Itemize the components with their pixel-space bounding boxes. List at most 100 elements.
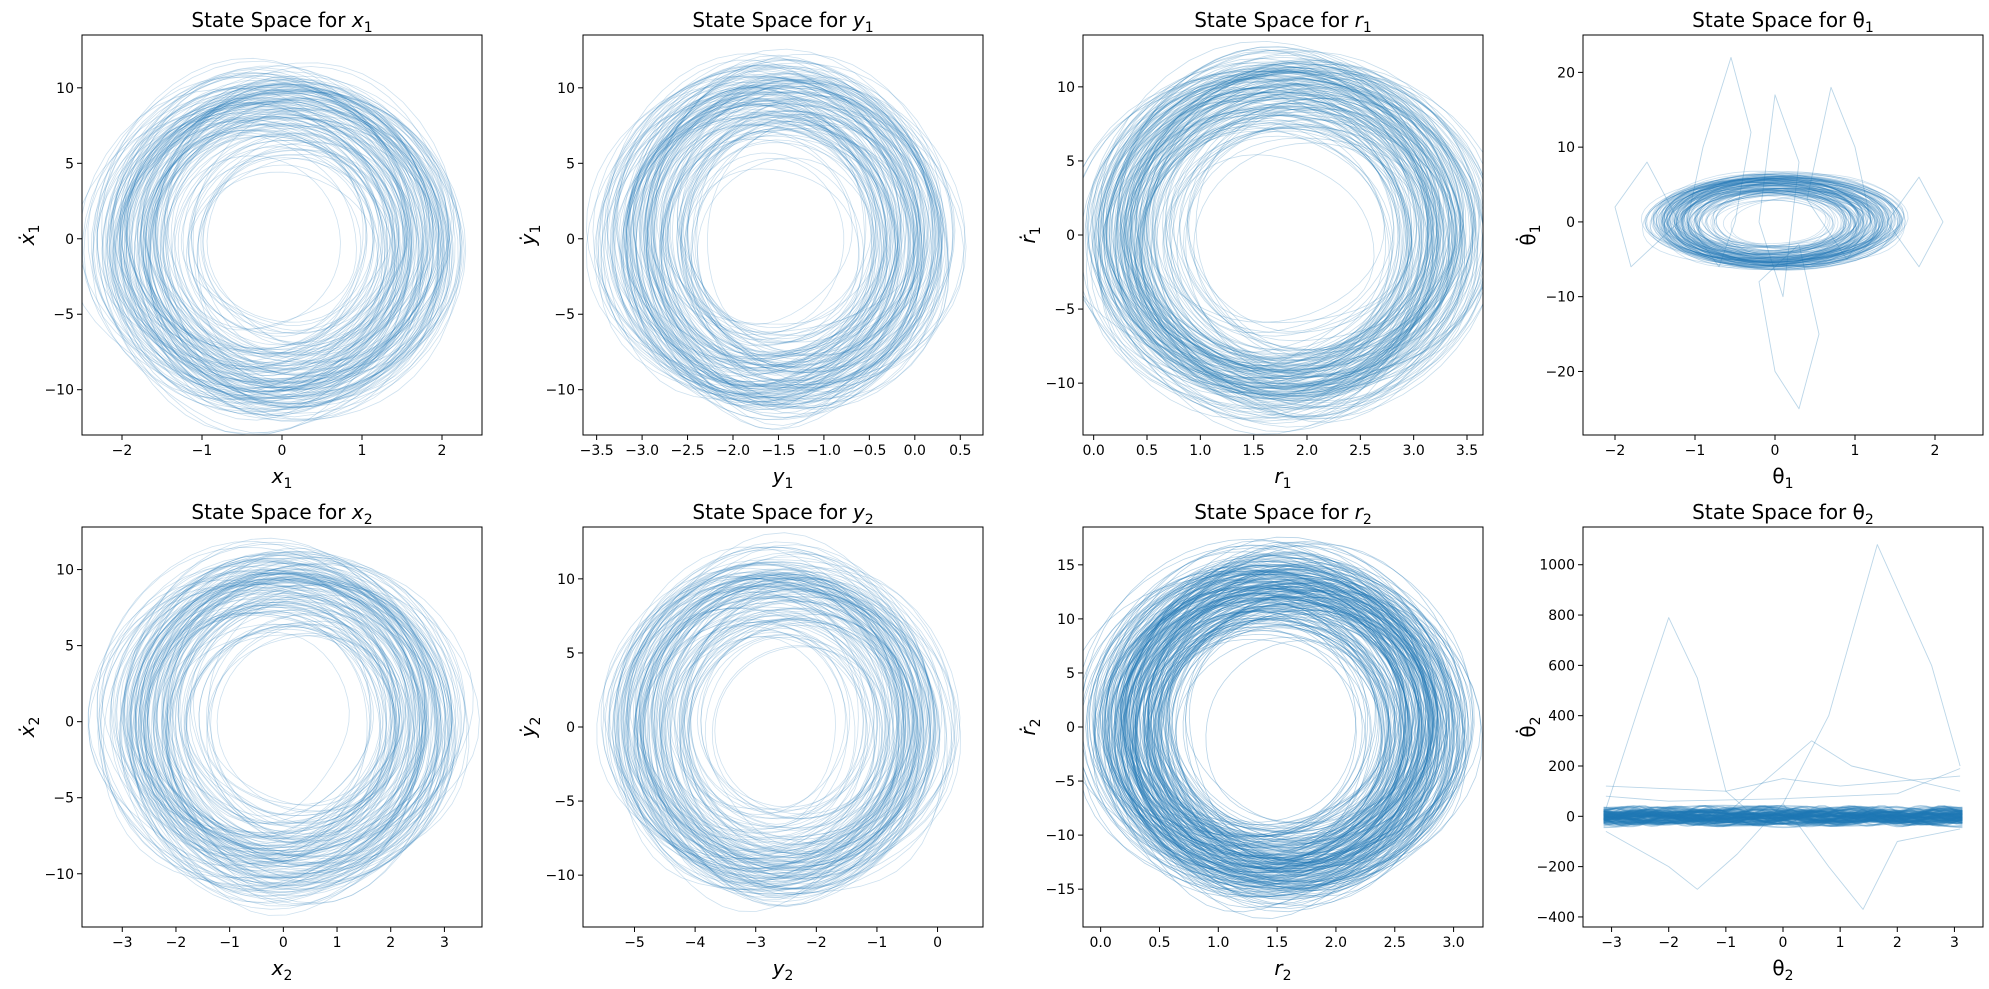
trajectory-orbit <box>129 81 430 400</box>
trajectory-orbit <box>142 116 443 399</box>
trajectory-orbit <box>118 82 407 398</box>
trajectory-orbit <box>166 155 341 330</box>
trajectory-orbit <box>95 89 412 380</box>
trajectory-orbit <box>121 89 448 416</box>
trajectory-orbit <box>140 88 463 398</box>
trajectory-orbit <box>1655 185 1880 264</box>
trajectory-orbit <box>1698 177 1884 267</box>
trajectory-orbit <box>650 95 903 374</box>
trajectory-band <box>1603 804 1963 819</box>
trajectory-orbit <box>655 54 942 399</box>
trajectory-band <box>1603 810 1963 820</box>
trajectory-band <box>1603 810 1963 820</box>
trajectory-orbit <box>165 125 401 357</box>
trajectory-orbit <box>631 103 914 369</box>
trajectory-orbit <box>687 131 860 341</box>
y-tick-label: 0 <box>65 715 74 731</box>
trajectory-orbit <box>665 134 896 358</box>
trajectory-orbit <box>623 100 887 369</box>
trajectory-orbit <box>149 109 443 391</box>
trajectory-orbit <box>185 610 368 824</box>
trajectory-orbit <box>689 618 875 811</box>
trajectory-orbit <box>1176 118 1421 351</box>
trajectory-orbit <box>1710 190 1862 250</box>
trajectory-orbit <box>200 157 393 346</box>
trajectory-orbit <box>1134 565 1444 883</box>
trajectory-orbit <box>634 572 918 869</box>
trajectory-orbit <box>1119 122 1427 364</box>
trajectory-orbit <box>135 612 381 858</box>
x-tick-label: 2.5 <box>1384 935 1406 951</box>
trajectory-orbit <box>1094 66 1429 389</box>
trajectory-orbit <box>646 97 887 360</box>
trajectory-orbit <box>1674 179 1878 268</box>
trajectory-orbit <box>182 133 374 346</box>
trajectory-orbit <box>1663 178 1864 260</box>
trajectory-orbit <box>1102 558 1405 882</box>
trajectory-orbit <box>1642 173 1874 270</box>
trajectory-orbit <box>1121 577 1439 898</box>
trajectory-band <box>1603 812 1963 823</box>
trajectory-orbit <box>1195 103 1418 354</box>
trajectory-orbit <box>148 107 411 356</box>
trajectory-orbit <box>1694 187 1852 256</box>
trajectory-orbit <box>1143 82 1457 388</box>
trajectory-orbit <box>1130 594 1390 857</box>
trajectory-orbit <box>676 600 907 863</box>
trajectory-orbit <box>1125 78 1483 409</box>
trajectory-orbit <box>592 75 915 398</box>
trajectory-orbit <box>1083 564 1427 905</box>
trajectory-band <box>1603 811 1963 819</box>
trajectory-orbit <box>1124 557 1466 872</box>
trajectory-orbit <box>1657 183 1879 261</box>
y-axis-label: ṙ1 <box>1016 226 1044 243</box>
trajectory-band <box>1603 812 1963 823</box>
trajectory-orbit <box>1115 572 1391 884</box>
trajectory-orbit <box>627 564 953 888</box>
trajectory-orbit <box>600 577 917 870</box>
trajectory-orbit <box>1671 188 1857 253</box>
trajectory-orbit <box>595 87 915 394</box>
trajectory-orbit <box>640 63 923 398</box>
trajectory-orbit <box>1114 109 1408 379</box>
trajectory-orbit <box>1087 78 1429 381</box>
trajectory-orbit <box>1154 571 1413 856</box>
trajectory-orbit <box>126 537 416 897</box>
subplot-title: State Space for x2 <box>191 500 372 528</box>
trajectory-orbit <box>1144 587 1390 840</box>
trajectory-orbit <box>1655 170 1876 269</box>
trajectory-orbit <box>109 79 423 412</box>
trajectory-orbit <box>1151 95 1423 372</box>
trajectory-orbit <box>633 573 931 906</box>
y-tick-label: 15 <box>1057 558 1075 574</box>
trajectory-orbit <box>138 612 381 845</box>
trajectory-orbit <box>1124 592 1405 862</box>
trajectory-orbit <box>1130 611 1396 849</box>
trajectory-orbit <box>1668 184 1862 263</box>
trajectory-orbit <box>1170 114 1412 337</box>
trajectory-orbit <box>1116 46 1440 404</box>
x-axis-label: r1 <box>1274 464 1291 492</box>
trajectory-orbit <box>110 570 410 866</box>
trajectory-orbit <box>676 113 922 366</box>
trajectory-orbit <box>118 91 452 377</box>
trajectory-orbit <box>646 62 954 415</box>
trajectory-orbit <box>122 557 446 903</box>
trajectory-orbit <box>714 646 891 815</box>
trajectory-orbit <box>1108 605 1393 847</box>
trajectory-orbit <box>117 101 429 382</box>
trajectory-orbit <box>625 84 919 430</box>
trajectory-orbit <box>189 601 396 825</box>
trajectory-orbit <box>1150 551 1454 887</box>
trajectory-orbit <box>170 113 404 355</box>
trajectory-curves <box>82 57 467 435</box>
trajectory-orbit <box>1661 180 1876 264</box>
trajectory-orbit <box>1101 587 1401 841</box>
outlier-trajectory <box>1605 617 1755 817</box>
trajectory-orbit <box>134 595 411 863</box>
trajectory-orbit <box>1142 587 1446 870</box>
axes-frame <box>582 34 984 436</box>
trajectory-orbit <box>1143 605 1448 865</box>
trajectory-orbit <box>626 563 899 882</box>
